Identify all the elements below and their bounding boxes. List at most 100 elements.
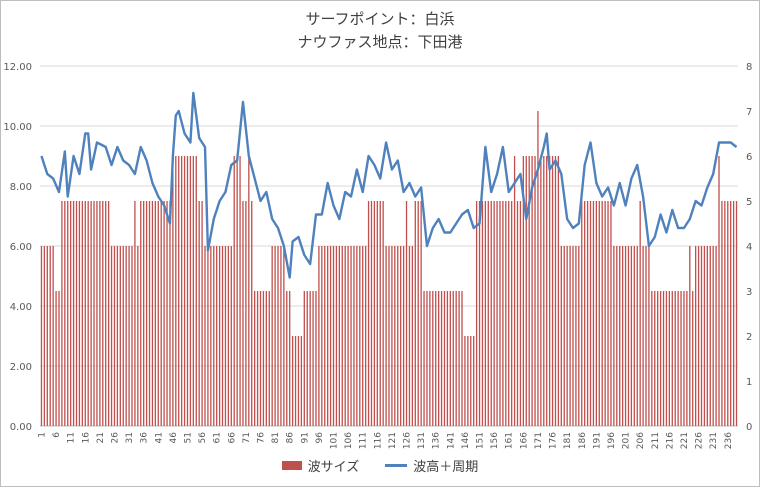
bar: [446, 291, 449, 426]
bar: [347, 246, 349, 426]
bar: [455, 291, 457, 426]
bar: [291, 336, 294, 426]
bar: [578, 246, 580, 426]
bar: [595, 201, 598, 426]
x-tick-label: 146: [461, 432, 471, 449]
bar: [426, 291, 428, 426]
x-tick-label: 201: [622, 432, 632, 449]
bar: [233, 156, 235, 426]
bar: [96, 201, 98, 426]
bar: [110, 246, 113, 426]
x-tick-label: 171: [534, 432, 544, 449]
bar: [230, 246, 232, 426]
x-tick-label: 11: [67, 432, 77, 443]
bar: [589, 201, 592, 426]
bar: [531, 156, 533, 426]
x-tick-label: 46: [169, 432, 179, 444]
series-line: [40, 91, 738, 279]
bar: [718, 156, 720, 426]
bar: [487, 201, 489, 426]
x-tick-label: 91: [300, 432, 310, 443]
bar: [367, 201, 370, 426]
x-tick-label: 231: [709, 432, 719, 449]
bar: [508, 201, 510, 426]
bar: [280, 246, 282, 426]
bar: [478, 201, 481, 426]
bar: [662, 291, 665, 426]
y-right-tick-label: 6: [746, 152, 752, 163]
bar: [499, 201, 501, 426]
bar: [537, 111, 539, 426]
x-tick-label: 121: [388, 432, 398, 449]
bar: [327, 246, 329, 426]
bar: [560, 246, 562, 426]
bar: [102, 201, 104, 426]
x-tick-label: 81: [271, 432, 281, 443]
x-tick-label: 116: [373, 432, 383, 449]
bar: [157, 201, 159, 426]
y-left-tick-label: 4.00: [10, 302, 32, 313]
bar: [712, 246, 714, 426]
bar: [239, 156, 241, 426]
bar: [730, 201, 732, 426]
bar: [283, 246, 285, 426]
bar: [695, 246, 697, 426]
bar: [143, 201, 145, 426]
bar: [601, 201, 603, 426]
bar: [727, 201, 729, 426]
bar: [254, 291, 256, 426]
bar: [180, 156, 183, 426]
bar: [353, 246, 355, 426]
bar: [732, 201, 735, 426]
x-tick-label: 141: [446, 432, 456, 449]
bar: [680, 291, 682, 426]
bar: [107, 201, 110, 426]
bar: [394, 246, 396, 426]
bar: [639, 201, 641, 426]
bar: [464, 336, 466, 426]
x-tick-label: 31: [125, 432, 135, 443]
bar: [379, 201, 381, 426]
bar: [265, 291, 267, 426]
bar: [75, 201, 78, 426]
bar: [543, 156, 545, 426]
x-tick-label: 96: [315, 432, 325, 444]
x-tick-label: 126: [403, 432, 413, 449]
bar: [709, 246, 711, 426]
bar: [461, 291, 463, 426]
x-tick-label: 206: [636, 432, 646, 449]
bar: [633, 246, 635, 426]
y-right-tick-label: 0: [746, 422, 752, 433]
legend-label-line: 波高＋周期: [413, 460, 479, 475]
x-tick-label: 151: [476, 432, 486, 449]
bar: [148, 201, 151, 426]
bar: [405, 201, 408, 426]
bar: [166, 201, 168, 426]
legend-swatch-bar: [281, 461, 302, 470]
bar: [683, 291, 685, 426]
bar: [610, 201, 612, 426]
bar: [183, 156, 186, 426]
bar: [619, 246, 621, 426]
bar: [216, 246, 218, 426]
bar: [697, 246, 700, 426]
bar: [665, 291, 668, 426]
bar: [440, 291, 443, 426]
bar: [294, 336, 297, 426]
bar: [324, 246, 326, 426]
bar: [160, 201, 162, 426]
bar: [452, 291, 454, 426]
bar: [268, 291, 270, 426]
bar: [435, 291, 437, 426]
bar: [624, 246, 627, 426]
bar: [315, 291, 317, 426]
x-tick-label: 1: [37, 432, 47, 438]
bar: [84, 201, 86, 426]
bar: [140, 201, 142, 426]
bar: [43, 246, 46, 426]
bar: [408, 246, 411, 426]
bar: [131, 246, 133, 426]
bar: [519, 201, 522, 426]
chart-title: サーフポイント：白浜: [305, 10, 455, 28]
legend-item-line: 波高＋周期: [385, 456, 478, 475]
